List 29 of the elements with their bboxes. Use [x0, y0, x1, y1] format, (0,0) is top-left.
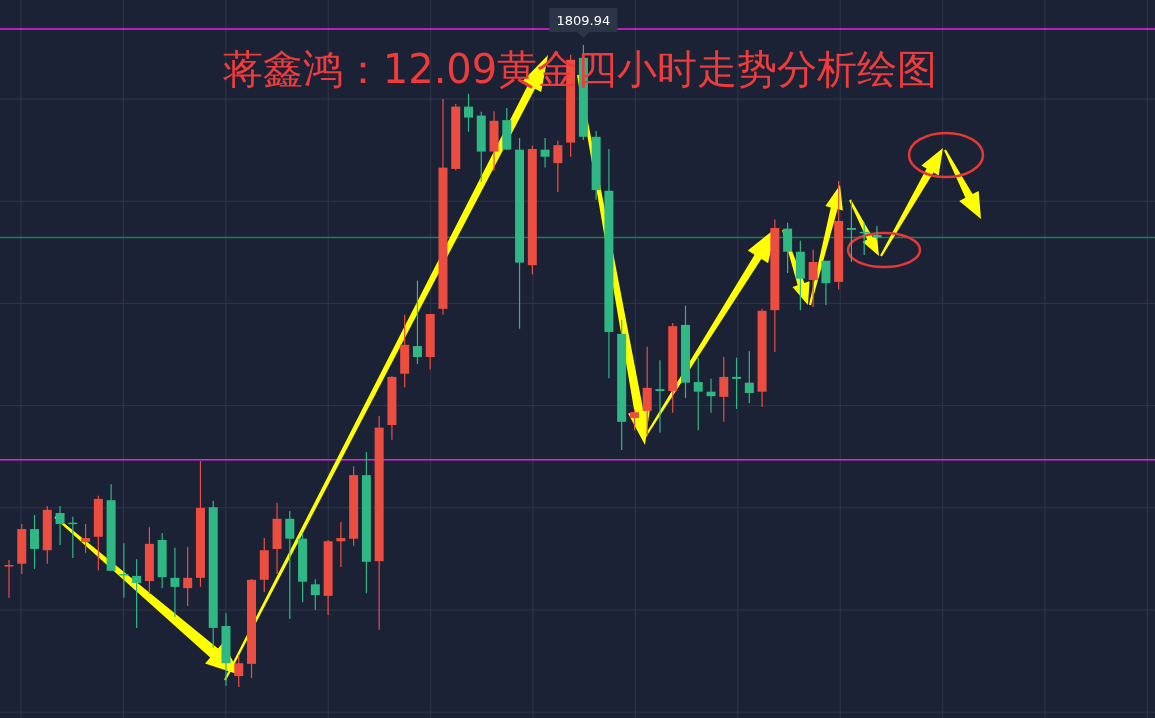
candlestick	[464, 93, 474, 133]
candlestick	[719, 356, 729, 423]
candlestick	[846, 199, 856, 263]
candlestick	[821, 260, 831, 306]
candlestick	[170, 547, 180, 618]
candlestick	[4, 559, 14, 599]
candlestick	[119, 542, 129, 599]
candlestick	[732, 357, 742, 410]
candlestick	[808, 249, 818, 308]
candlestick	[81, 523, 91, 554]
candlestick	[310, 578, 320, 611]
candlestick	[336, 521, 346, 568]
candlestick	[412, 280, 422, 365]
candlestick	[872, 225, 882, 241]
candlestick	[285, 510, 295, 620]
candlestick	[783, 222, 793, 274]
candlestick	[693, 357, 703, 431]
candlestick	[744, 350, 754, 404]
candlestick	[540, 137, 550, 169]
candlestick	[55, 505, 65, 546]
candlestick	[629, 409, 639, 431]
candlestick	[234, 654, 244, 688]
candlestick	[655, 359, 665, 434]
candlestick	[706, 378, 716, 414]
candlestick	[183, 546, 193, 607]
candlestick	[642, 346, 652, 438]
candlestick	[553, 140, 563, 193]
candlestick	[30, 514, 40, 570]
candlestick	[132, 558, 142, 629]
